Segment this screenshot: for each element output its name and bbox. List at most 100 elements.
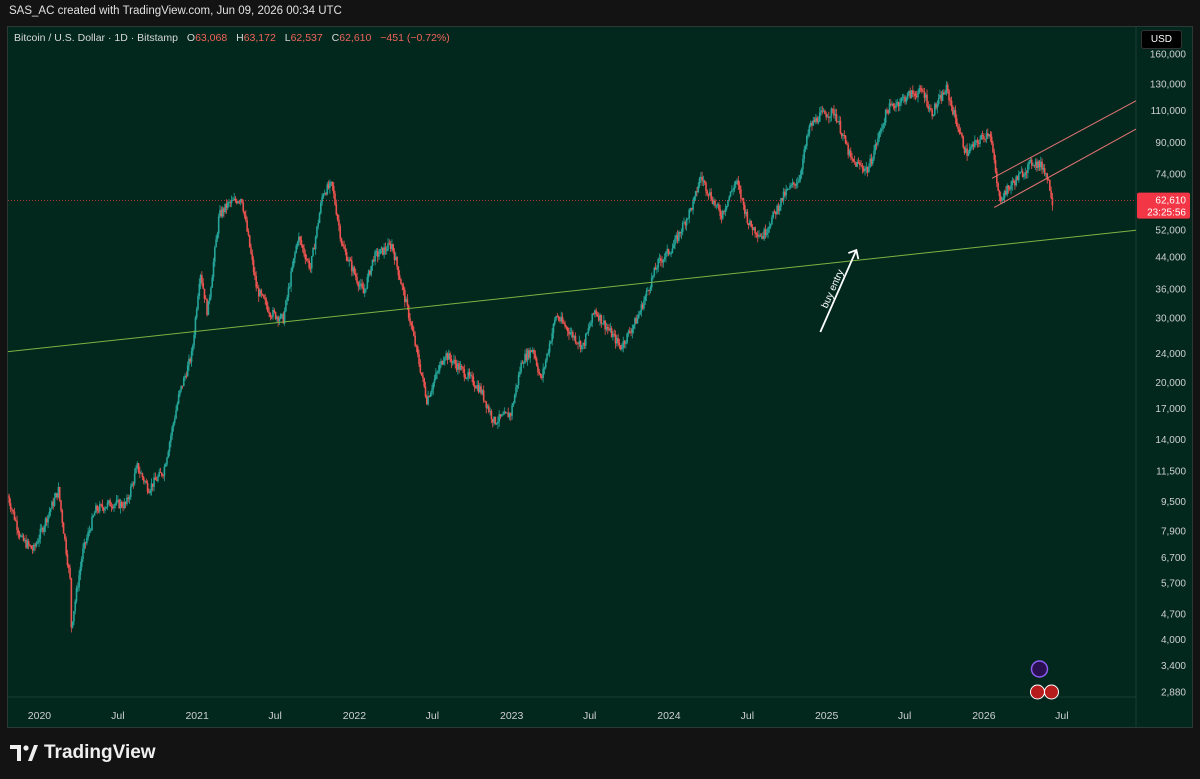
x-tick-label: 2024 (657, 710, 681, 722)
candle-body (179, 390, 181, 395)
candle-body (436, 371, 438, 374)
candle-body (1005, 191, 1007, 195)
symbol-title[interactable]: Bitcoin / U.S. Dollar · 1D · Bitstamp (14, 32, 178, 44)
candle-body (106, 502, 109, 507)
candle-body (926, 94, 928, 107)
candle-body (40, 527, 43, 530)
candle-body (145, 481, 148, 483)
candle-body (95, 505, 97, 513)
tradingview-brand[interactable]: TradingView (10, 742, 156, 764)
candle-body (736, 180, 738, 182)
candle-body (1051, 197, 1054, 206)
candle-body (354, 273, 357, 277)
candle-body (586, 332, 588, 334)
candle-body (539, 373, 542, 377)
candle-body (619, 345, 622, 350)
candle-body (166, 457, 168, 465)
candle-body (370, 265, 373, 275)
candle-body (701, 176, 703, 181)
candle-body (123, 501, 126, 508)
candle-body (11, 508, 13, 510)
candle-body (186, 365, 189, 377)
candle-body (57, 487, 60, 498)
y-tick-label: 9,500 (1161, 497, 1186, 508)
price-tag-countdown: 23:25:56 (1147, 208, 1186, 219)
candle-body (1002, 197, 1005, 201)
candle-body (961, 133, 963, 137)
candle-body (344, 248, 347, 252)
y-tick-label: 52,000 (1155, 226, 1186, 237)
candle-body (173, 418, 176, 423)
candle-body (55, 493, 57, 498)
candle-body (75, 588, 78, 602)
candle-body (967, 153, 970, 156)
currency-button[interactable]: USD (1140, 30, 1182, 49)
candle-body (919, 87, 922, 89)
candle-body (146, 482, 149, 492)
candle-body (435, 373, 437, 380)
candle-body (177, 394, 180, 404)
candle-body (159, 471, 162, 473)
candle-body (996, 171, 998, 184)
candle-body (128, 496, 131, 500)
symbol-legend: Bitcoin / U.S. Dollar · 1D · Bitstamp O6… (14, 32, 450, 44)
candle-body (974, 140, 976, 147)
candle-body (485, 401, 488, 408)
candle-body (1003, 191, 1006, 198)
candle-body (220, 210, 223, 217)
candle-body (506, 412, 508, 414)
chart-area[interactable]: buy entry 160,000 130,000 110,000 90,000 74,0… (7, 26, 1193, 728)
candle-body (432, 383, 435, 390)
candle-body (641, 304, 644, 309)
candle-body (992, 143, 994, 153)
candle-body (822, 110, 825, 112)
candle-body (999, 196, 1002, 202)
candle-body (401, 284, 404, 286)
candle-body (965, 148, 967, 153)
candle-body (459, 366, 462, 370)
candle-body (675, 235, 678, 239)
candle-body (455, 363, 458, 370)
candle-body (921, 88, 923, 92)
price-chart[interactable]: buy entry160,000130,000110,00090,00074,0… (8, 27, 1193, 728)
candle-body (472, 376, 475, 386)
candle-body (92, 515, 95, 517)
candle-body (44, 518, 47, 527)
candle-body (741, 198, 743, 200)
candle-body (769, 224, 772, 227)
price-tag-value: 62,610 (1155, 196, 1186, 207)
candle-body (272, 310, 274, 317)
candle-body (927, 106, 930, 109)
candle-body (902, 96, 905, 98)
candle-body (39, 529, 42, 539)
channel-line (991, 100, 1137, 179)
candle-body (283, 311, 286, 324)
x-tick-label: 2020 (28, 710, 52, 722)
candle-body (950, 100, 953, 107)
candle-body (290, 271, 292, 287)
candle-body (155, 479, 158, 481)
candle-body (910, 90, 913, 98)
candle-body (17, 529, 20, 534)
candle-body (233, 198, 236, 201)
y-tick-label: 74,000 (1155, 169, 1186, 180)
candle-body (308, 260, 310, 269)
candle-body (574, 335, 577, 343)
candle-body (948, 90, 950, 101)
candle-body (210, 287, 212, 298)
candle-body (718, 204, 720, 210)
candle-body (764, 229, 767, 236)
candle-body (640, 304, 643, 312)
candle-body (323, 193, 326, 195)
candle-body (681, 222, 684, 232)
support-trendline (8, 229, 1137, 353)
candle-body (815, 117, 817, 123)
candle-body (628, 331, 631, 333)
candle-body (725, 205, 728, 209)
candle-body (117, 499, 119, 501)
candle-body (564, 323, 566, 327)
candle-body (1029, 159, 1032, 162)
candle-body (751, 226, 754, 231)
candle-body (848, 150, 851, 155)
candle-body (949, 100, 952, 102)
